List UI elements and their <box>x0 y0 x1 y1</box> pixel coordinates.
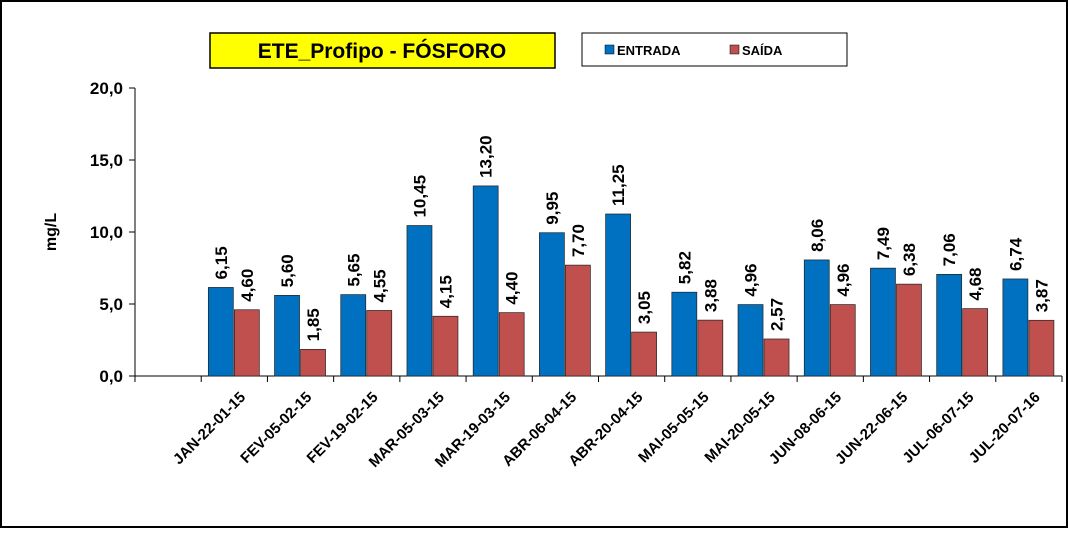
y-tick-label: 15,0 <box>90 151 123 170</box>
bar <box>870 267 896 377</box>
bar <box>274 295 300 377</box>
y-tick-label: 10,0 <box>90 223 123 242</box>
bar <box>605 213 631 377</box>
bar <box>472 185 499 377</box>
bar <box>962 308 989 377</box>
data-label: 9,95 <box>543 192 562 225</box>
data-label: 7,70 <box>569 224 588 257</box>
bar <box>803 259 830 377</box>
data-label: 3,05 <box>635 291 654 324</box>
data-label: 5,60 <box>278 254 297 287</box>
y-tick-label: 5,0 <box>99 295 123 314</box>
data-label: 7,49 <box>874 227 893 260</box>
data-label: 7,06 <box>940 233 959 266</box>
data-label: 3,88 <box>701 279 720 312</box>
data-label: 1,85 <box>304 308 323 341</box>
bar <box>498 312 525 377</box>
bar <box>896 283 922 377</box>
legend-swatch <box>604 44 615 55</box>
data-label: 4,96 <box>742 263 761 296</box>
data-label: 5,65 <box>344 254 363 287</box>
legend-label: SAÍDA <box>742 43 783 58</box>
bar <box>1002 278 1029 377</box>
title-box <box>209 32 556 69</box>
data-label: 4,96 <box>834 263 853 296</box>
bar <box>300 349 326 377</box>
legend-box <box>581 32 848 67</box>
data-label: 10,45 <box>410 175 429 218</box>
bar <box>763 338 790 377</box>
data-label: 13,20 <box>477 135 496 178</box>
data-label: 5,82 <box>675 251 694 284</box>
y-tick-label: 20,0 <box>90 79 123 98</box>
data-label: 6,38 <box>900 243 919 276</box>
data-label: 4,15 <box>436 275 455 308</box>
bar <box>697 319 724 377</box>
chart-title: ETE_Profipo - FÓSFORO <box>258 39 507 63</box>
bar <box>829 304 856 377</box>
bar <box>340 294 367 377</box>
data-label: 4,40 <box>503 272 522 305</box>
bar <box>936 273 963 377</box>
data-label: 8,06 <box>808 219 827 252</box>
bar <box>406 225 433 377</box>
legend-label: ENTRADA <box>617 43 681 58</box>
bar <box>366 310 393 377</box>
data-label: 2,57 <box>768 298 787 331</box>
legend-swatch <box>729 44 740 55</box>
bar <box>1028 319 1055 377</box>
data-label: 3,87 <box>1032 279 1051 312</box>
bar <box>737 304 764 377</box>
data-label: 4,55 <box>370 269 389 302</box>
bar <box>631 331 657 377</box>
data-label: 4,60 <box>238 269 257 302</box>
y-tick-label: 0,0 <box>99 367 123 386</box>
data-label: 6,74 <box>1006 237 1025 271</box>
bar <box>565 264 591 377</box>
data-label: 4,68 <box>966 268 985 301</box>
bar <box>432 315 459 377</box>
bar <box>671 291 698 377</box>
data-label: 11,25 <box>609 164 628 206</box>
bar <box>233 309 260 377</box>
bar <box>539 232 565 377</box>
data-label: 6,15 <box>212 246 231 279</box>
y-axis-label: mg/L <box>43 213 60 251</box>
bar <box>207 287 234 377</box>
